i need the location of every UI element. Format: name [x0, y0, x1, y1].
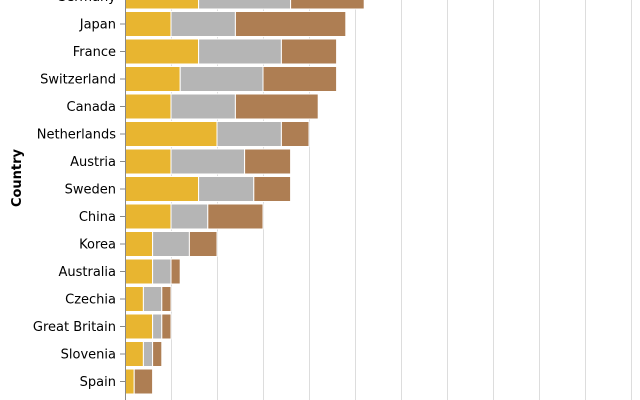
bar-gold [124, 148, 172, 175]
y-tick-label: Netherlands [37, 128, 116, 143]
bar-bronze [234, 93, 319, 120]
bar-silver [152, 313, 163, 340]
bar-gold [124, 11, 172, 37]
bar-bronze [170, 258, 181, 285]
y-tick-label: Australia [58, 265, 116, 280]
bar-silver [179, 66, 264, 92]
y-tick-label: Canada [67, 100, 116, 115]
bar-silver [170, 203, 209, 230]
y-tick-label: Switzerland [40, 73, 116, 88]
bar-bronze [262, 66, 338, 92]
bar-bronze [280, 38, 338, 65]
bar-bronze [152, 341, 163, 367]
bar-gold [124, 121, 218, 147]
bar-silver [142, 286, 163, 312]
bar-bronze [280, 121, 310, 147]
y-axis-title: Country [10, 148, 25, 207]
y-tick-label: Germany [56, 0, 116, 5]
bar-bronze [244, 148, 292, 175]
bars [124, 0, 365, 395]
bar-bronze [161, 286, 172, 312]
bar-bronze [290, 0, 365, 10]
bar-gold [124, 313, 154, 340]
bar-bronze [234, 11, 347, 37]
bar-gold [124, 176, 200, 202]
bar-bronze [133, 368, 154, 395]
bar-silver [216, 121, 282, 147]
y-tick-label: Austria [70, 155, 116, 170]
y-tick-label: Czechia [65, 293, 116, 308]
bar-bronze [207, 203, 264, 230]
bar-gold [124, 203, 172, 230]
y-axis: Germany Japan France Switzerland Canada Nethe… [33, 0, 126, 400]
y-tick-label: Japan [79, 18, 116, 33]
bar-silver [198, 176, 255, 202]
bar-gold [124, 38, 200, 65]
bar-gold [124, 231, 154, 257]
bar-silver [170, 11, 236, 37]
bar-gold [124, 0, 200, 10]
bar-gold [124, 368, 135, 395]
bar-silver [142, 341, 154, 367]
y-tick-label: Spain [80, 375, 116, 390]
bar-silver [198, 38, 282, 65]
bar-bronze [161, 313, 172, 340]
y-tick-label: Great Britain [33, 320, 116, 335]
bar-silver [152, 231, 190, 257]
y-tick-label: Sweden [65, 183, 116, 198]
bar-bronze [188, 231, 218, 257]
y-tick-label: France [73, 45, 116, 60]
bar-silver [198, 0, 292, 10]
bar-gold [124, 93, 172, 120]
bar-bronze [253, 176, 292, 202]
bar-silver [170, 148, 246, 175]
bar-silver [170, 93, 236, 120]
y-tick-label: Slovenia [61, 348, 116, 363]
bar-gold [124, 66, 181, 92]
y-tick-label: China [79, 210, 116, 225]
bar-gold [124, 286, 144, 312]
bar-gold [124, 258, 154, 285]
y-tick-label: Korea [79, 238, 116, 253]
bar-gold [124, 341, 144, 367]
bar-silver [152, 258, 172, 285]
